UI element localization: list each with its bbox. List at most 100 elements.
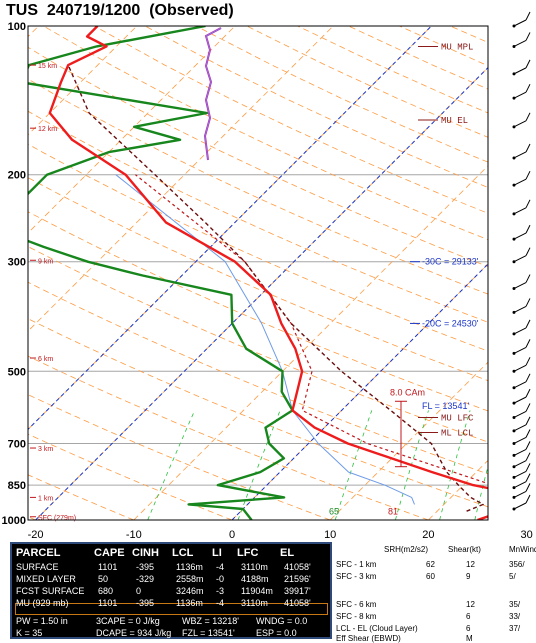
temperature-tick-label: 30 [520,529,532,538]
parcel-footer-cell: PW = 1.50 in [16,616,68,626]
shear-table-header: Shear(kt) [448,545,481,554]
shear-table-cell: 9 [466,572,471,581]
parcel-footer-cell: FZL = 13541' [182,628,235,638]
level-marker-label: ML LCL [441,428,473,438]
parcel-footer-cell: WBZ = 13218' [182,616,239,626]
isotherm--50 [28,26,236,234]
wind-barb-dot [512,495,516,499]
wind-barb-staff [513,91,527,99]
pressure-tick-label: 1000 [2,515,26,527]
wind-barb [512,224,531,241]
wind-barb-staff [513,305,527,313]
wind-barb-flag [525,494,531,504]
skew-t-chart: 1002003005007008501000-30-20-10010203040… [2,11,533,538]
wind-barb-flag [525,373,531,383]
wind-barb-staff [513,151,527,159]
wetbulb-trace [115,174,415,505]
parcel-table-cell: 3110m [241,598,268,608]
wind-barb-flag [525,199,531,209]
shear-table-header: SRH(m2/s2) [384,545,429,554]
wind-barb [512,357,531,373]
wind-barb-dot [512,507,516,511]
shear-table-cell: SFC - 1 km [336,560,377,569]
shear-table-cell: 5/ [509,572,516,581]
wind-barb-flag [525,483,531,492]
wind-barb [512,388,531,405]
wind-barb-staff [513,410,527,418]
mixing-ratio-4 [237,410,281,520]
wind-barb-flag [525,83,531,93]
parcel-table-cell: MIXED LAYER [16,574,76,584]
parcel-table-cell: 3110m [241,562,268,572]
wind-barb-staff [513,232,527,240]
mixing-ratio-16 [439,410,471,520]
wind-barb-staff [513,490,527,498]
bottom-panel: PARCEL CAPE CINH LCL LI LFC EL SURFACE 1101 -395 1… [0,538,536,643]
parcel-table-cell: 3246m [176,586,204,596]
wind-barb-dot [512,415,516,419]
height-marker-label: 6 km [38,356,53,363]
wind-barb-flag [525,224,531,234]
pressure-tick-label: 500 [8,366,26,378]
wind-barb [512,247,531,264]
parcel-table-cell: 680 [98,586,114,596]
parcel-table-cell: 41058' [284,562,311,572]
shear-table-cell: 62 [426,560,435,569]
height-marker-label: 12 km [38,126,57,133]
parcel-table-header: LFC [237,547,259,559]
wind-barb-dot [512,156,516,160]
wind-barb [512,473,531,490]
pressure-tick-label: 850 [8,480,26,492]
parcel-table-cell: SURFACE [16,562,59,572]
wind-barb-flag [525,429,531,438]
wind-barb-dot [512,72,516,76]
pressure-tick-label: 700 [8,438,26,450]
pressure-tick-label: 300 [8,257,26,269]
wind-barb [512,170,531,187]
shear-table-cell: SFC - 6 km [336,600,377,609]
wind-barb [512,319,531,336]
pressure-tick-label: 200 [8,170,26,182]
wind-barb-flag [525,143,531,153]
wind-barb-flag [525,403,531,412]
wind-barb-dot [512,287,516,291]
shear-table-cell: SFC - 8 km [336,612,377,621]
wind-barb-dot [512,212,516,216]
parcel-table-cell: 1101 [98,598,118,608]
wind-barb-staff [513,207,527,215]
wind-barb-dot [512,237,516,241]
wind-barb-staff [513,178,527,186]
dry-adiabat-110 [28,46,488,267]
wind-barb-staff [513,424,527,432]
shear-table-cell: 6 [466,612,471,621]
isotherm-height-label: -30C = 29133' [422,257,479,267]
wind-barb [512,463,531,479]
wind-barb [512,274,531,291]
level-marker-label: MU LFC [441,413,474,423]
wind-barb [512,373,531,390]
wind-barb-staff [513,364,527,372]
wind-barb-flag [525,11,531,21]
temperature-tick-label: -20 [28,529,44,538]
wind-barb-flag [525,298,531,307]
parcel-table-header: PARCEL [16,547,61,559]
wind-barb [512,339,531,355]
parcel-table-cell: -329 [136,574,155,584]
wind-barb-dot [512,125,516,129]
wind-barb-staff [513,255,527,263]
wind-barb-staff [513,327,527,335]
parcel-table-cell: 1136m [176,598,203,608]
parcel-table-cell: 41058' [284,598,311,608]
wind-barb-flag [525,247,531,256]
wind-barb-flag [525,59,531,69]
wind-barb [512,143,531,160]
parcel-table-header: CINH [132,547,159,559]
wind-barb-staff [513,381,527,389]
dry-adiabat-0 [28,433,233,520]
wind-barb-staff [513,67,527,75]
wind-barb-flag [525,357,531,366]
wind-barb-flag [525,441,531,450]
mu-row-highlight [15,603,328,615]
parcel-footer-cell: WNDG = 0.0 [256,616,308,626]
wind-barb-dot [512,183,516,187]
